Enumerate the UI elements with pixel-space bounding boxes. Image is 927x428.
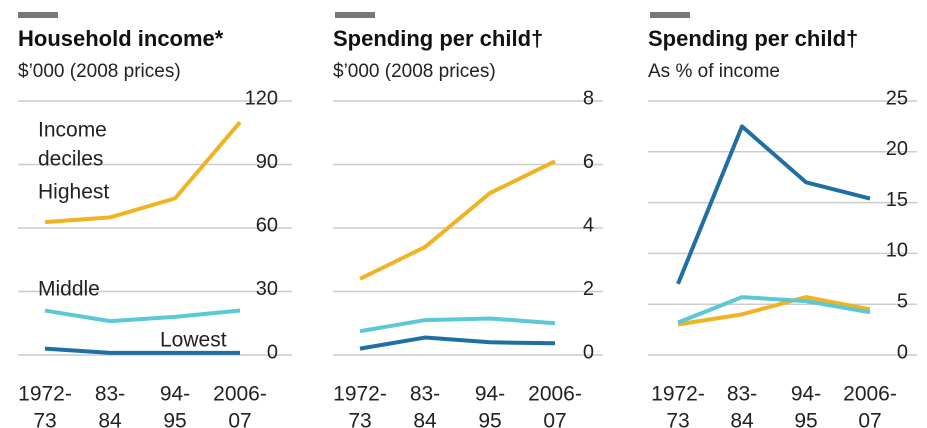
- x-tick-label: 83-: [727, 383, 757, 406]
- x-tick-label: 94-: [475, 383, 505, 406]
- x-tick-label: 1972-: [333, 383, 387, 406]
- chart-title: Household income*: [18, 26, 224, 51]
- x-tick-label: 07: [228, 410, 251, 428]
- legend-title: Income: [38, 119, 107, 142]
- x-tick-label: 07: [858, 410, 881, 428]
- tag-bar: [18, 12, 58, 18]
- x-tick-label: 07: [543, 410, 566, 428]
- chart-title: Spending per child†: [333, 26, 543, 51]
- series-line: [676, 124, 871, 285]
- series-label: Lowest: [160, 329, 227, 352]
- y-tick-label: 8: [583, 87, 594, 109]
- tag-bar: [650, 12, 690, 18]
- series-line: [677, 295, 871, 327]
- chart-subtitle: $’000 (2008 prices): [18, 61, 181, 82]
- x-tick-label: 94-: [160, 383, 190, 406]
- x-tick-label: 73: [33, 410, 56, 428]
- legend-title: deciles: [38, 148, 103, 171]
- y-tick-label: 25: [886, 87, 908, 109]
- series-line: [359, 159, 556, 281]
- y-tick-label: 0: [897, 341, 908, 363]
- x-tick-label: 83-: [95, 383, 125, 406]
- x-tick-label: 95: [163, 410, 186, 428]
- y-tick-label: 6: [583, 151, 594, 173]
- series-line: [677, 295, 871, 325]
- y-tick-label: 60: [256, 214, 278, 236]
- y-tick-label: 10: [886, 240, 908, 262]
- x-tick-label: 95: [794, 410, 817, 428]
- tag-bar: [335, 12, 375, 18]
- x-tick-label: 83-: [410, 383, 440, 406]
- x-tick-label: 2006-: [213, 383, 267, 406]
- y-tick-label: 90: [256, 151, 278, 173]
- series-line: [44, 308, 241, 324]
- y-tick-label: 120: [245, 87, 278, 109]
- y-tick-label: 20: [886, 138, 908, 160]
- y-tick-label: 0: [267, 341, 278, 363]
- x-tick-label: 2006-: [528, 383, 582, 406]
- x-tick-label: 2006-: [843, 383, 897, 406]
- x-tick-label: 84: [730, 410, 754, 428]
- series-label: Highest: [38, 181, 109, 204]
- series-line: [359, 316, 556, 334]
- x-tick-label: 73: [348, 410, 371, 428]
- y-tick-label: 5: [897, 290, 908, 312]
- x-tick-label: 95: [478, 410, 501, 428]
- series-label: Middle: [38, 278, 100, 301]
- chart-subtitle: $’000 (2008 prices): [333, 61, 496, 82]
- x-tick-label: 84: [98, 410, 122, 428]
- x-tick-label: 94-: [791, 383, 821, 406]
- x-tick-label: 73: [666, 410, 689, 428]
- x-tick-label: 84: [413, 410, 437, 428]
- y-tick-label: 15: [886, 189, 908, 211]
- x-tick-label: 1972-: [18, 383, 72, 406]
- x-tick-label: 1972-: [651, 383, 705, 406]
- y-tick-label: 30: [256, 278, 278, 300]
- y-tick-label: 4: [583, 214, 594, 236]
- y-tick-label: 0: [583, 341, 594, 363]
- chart-title: Spending per child†: [648, 26, 858, 51]
- series-line: [44, 120, 242, 225]
- y-tick-label: 2: [583, 278, 594, 300]
- chart-subtitle: As % of income: [648, 61, 780, 82]
- series-line: [44, 346, 240, 355]
- series-line: [359, 335, 556, 351]
